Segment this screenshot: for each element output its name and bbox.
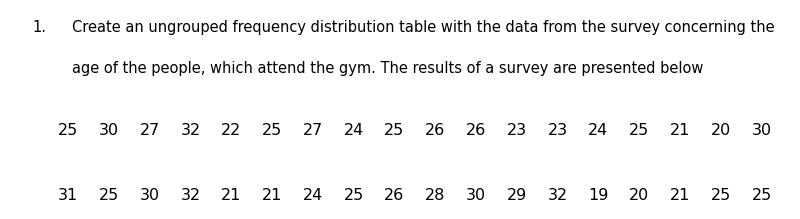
Text: 32: 32 <box>180 188 201 203</box>
Text: 24: 24 <box>588 123 609 138</box>
Text: Create an ungrouped frequency distribution table with the data from the survey c: Create an ungrouped frequency distributi… <box>72 20 774 35</box>
Text: 25: 25 <box>751 188 772 203</box>
Text: 31: 31 <box>58 188 78 203</box>
Text: 25: 25 <box>710 188 731 203</box>
Text: 30: 30 <box>466 188 486 203</box>
Text: age of the people, which attend the gym. The results of a survey are presented b: age of the people, which attend the gym.… <box>72 61 703 76</box>
Text: 27: 27 <box>139 123 160 138</box>
Text: 24: 24 <box>302 188 323 203</box>
Text: 26: 26 <box>425 123 446 138</box>
Text: 25: 25 <box>629 123 650 138</box>
Text: 28: 28 <box>425 188 446 203</box>
Text: 23: 23 <box>506 123 527 138</box>
Text: 30: 30 <box>139 188 160 203</box>
Text: 32: 32 <box>547 188 568 203</box>
Text: 25: 25 <box>98 188 119 203</box>
Text: 26: 26 <box>466 123 486 138</box>
Text: 25: 25 <box>58 123 78 138</box>
Text: 25: 25 <box>262 123 282 138</box>
Text: 21: 21 <box>670 123 690 138</box>
Text: 22: 22 <box>221 123 242 138</box>
Text: 25: 25 <box>384 123 405 138</box>
Text: 30: 30 <box>98 123 119 138</box>
Text: 26: 26 <box>384 188 405 203</box>
Text: 21: 21 <box>670 188 690 203</box>
Text: 25: 25 <box>343 188 364 203</box>
Text: 23: 23 <box>547 123 568 138</box>
Text: 21: 21 <box>262 188 282 203</box>
Text: 32: 32 <box>180 123 201 138</box>
Text: 20: 20 <box>710 123 731 138</box>
Text: 24: 24 <box>343 123 364 138</box>
Text: 29: 29 <box>506 188 527 203</box>
Text: 30: 30 <box>751 123 772 138</box>
Text: 1.: 1. <box>32 20 46 35</box>
Text: 19: 19 <box>588 188 609 203</box>
Text: 20: 20 <box>629 188 650 203</box>
Text: 21: 21 <box>221 188 242 203</box>
Text: 27: 27 <box>302 123 323 138</box>
